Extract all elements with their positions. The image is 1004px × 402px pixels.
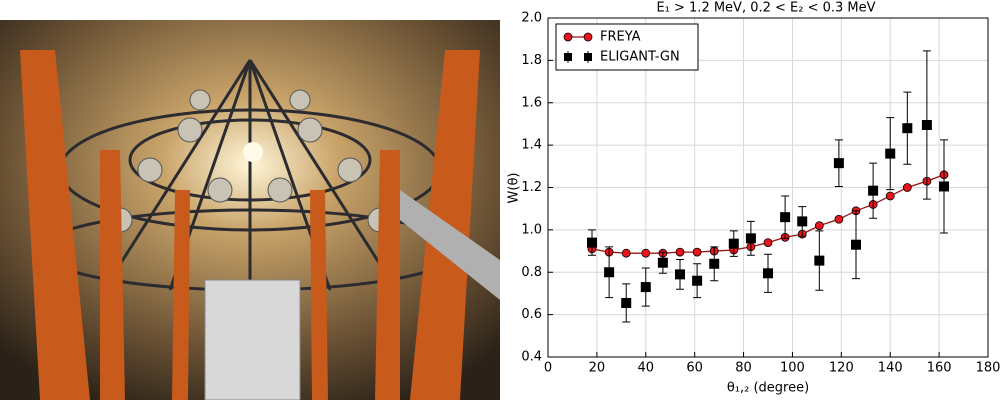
stand (205, 280, 300, 400)
legend-label: FREYA (600, 30, 641, 45)
square-marker (584, 53, 592, 61)
square-marker (851, 240, 861, 250)
square-marker (746, 233, 756, 243)
square-marker (922, 120, 932, 130)
circle-marker (886, 192, 894, 200)
circle-marker (835, 215, 843, 223)
x-tick-label: 100 (780, 361, 805, 376)
x-tick-label: 80 (735, 361, 752, 376)
circle-marker (903, 184, 911, 192)
square-marker (797, 216, 807, 226)
circle-marker (693, 248, 701, 256)
square-marker (641, 282, 651, 292)
square-marker (939, 181, 949, 191)
y-tick-label: 0.8 (521, 265, 542, 280)
square-marker (868, 186, 878, 196)
x-tick-label: 160 (927, 361, 952, 376)
legend-label: ELIGANT-GN (600, 50, 680, 65)
square-marker (564, 53, 572, 61)
y-tick-label: 1.4 (521, 138, 542, 153)
x-tick-label: 120 (829, 361, 854, 376)
square-marker (834, 158, 844, 168)
x-tick-label: 40 (638, 361, 655, 376)
y-tick-label: 1.0 (521, 222, 542, 237)
x-axis-label: θ₁,₂ (degree) (727, 381, 809, 396)
y-tick-label: 2.0 (521, 11, 542, 26)
square-marker (692, 276, 702, 286)
square-marker (885, 149, 895, 159)
x-tick-label: 140 (878, 361, 903, 376)
chart-title: E₁ > 1.2 MeV, 0.2 < E₂ < 0.3 MeV (656, 1, 875, 16)
detector-photo (0, 20, 500, 400)
square-marker (709, 259, 719, 269)
x-tick-label: 60 (686, 361, 703, 376)
square-marker (763, 268, 773, 278)
y-axis-label: W(θ) (507, 173, 522, 204)
circle-marker (676, 248, 684, 256)
square-marker (780, 212, 790, 222)
y-tick-label: 0.6 (521, 307, 542, 322)
y-tick-label: 1.2 (521, 180, 542, 195)
x-tick-label: 180 (976, 361, 1001, 376)
circle-marker (815, 222, 823, 230)
circle-marker (564, 33, 572, 41)
figure: E₁ > 1.2 MeV, 0.2 < E₂ < 0.3 MeV θ₁,₂ (d… (0, 0, 1004, 402)
y-tick-label: 1.8 (521, 53, 542, 68)
y-tick-label: 0.4 (521, 350, 542, 365)
square-marker (604, 267, 614, 277)
square-marker (621, 298, 631, 308)
light (243, 142, 263, 162)
y-tick-label: 1.6 (521, 95, 542, 110)
x-tick-label: 0 (544, 361, 552, 376)
chart: E₁ > 1.2 MeV, 0.2 < E₂ < 0.3 MeV θ₁,₂ (d… (500, 0, 1004, 402)
square-marker (729, 239, 739, 249)
square-marker (658, 258, 668, 268)
square-marker (587, 238, 597, 248)
circle-marker (764, 239, 772, 247)
square-marker (902, 123, 912, 133)
circle-marker (622, 249, 630, 257)
square-marker (675, 269, 685, 279)
x-tick-label: 20 (589, 361, 606, 376)
circle-marker (642, 249, 650, 257)
square-marker (814, 256, 824, 266)
circle-marker (584, 33, 592, 41)
